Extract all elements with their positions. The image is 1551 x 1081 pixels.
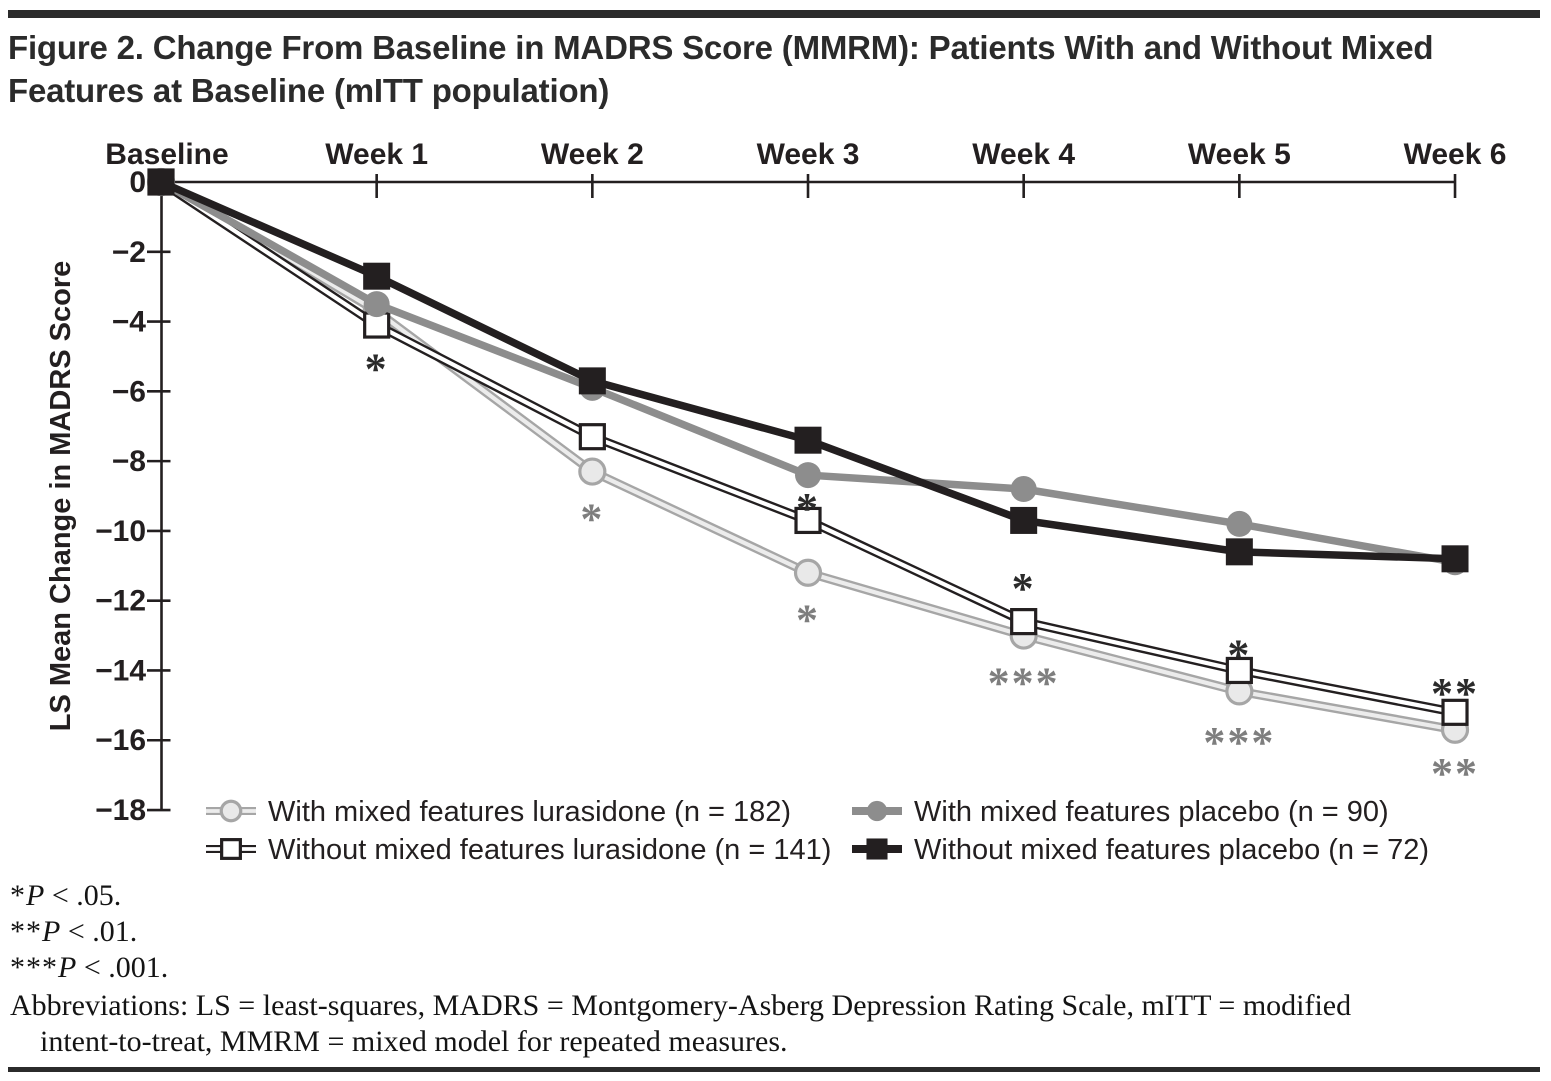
- legend-label: Without mixed features placebo (n = 72): [914, 834, 1429, 866]
- p-label: P: [58, 951, 77, 984]
- figure-title: Figure 2. Change From Baseline in MADRS …: [8, 26, 1528, 112]
- y-axis-tick-label: −2: [112, 236, 146, 269]
- significance-marker: *: [580, 494, 604, 543]
- significance-marker: *: [1012, 564, 1036, 613]
- data-point-circle: [363, 291, 390, 318]
- data-point-square: [794, 426, 822, 454]
- data-point-square: [578, 367, 606, 395]
- significance-marker: *: [796, 484, 820, 533]
- data-point-circle: [866, 800, 888, 822]
- asterisk-marker: **: [10, 915, 42, 948]
- significance-marker: *: [1227, 631, 1251, 680]
- y-axis-tick-label: −4: [112, 306, 147, 339]
- p-label: P: [26, 879, 45, 912]
- legend-label: With mixed features placebo (n = 90): [914, 796, 1389, 828]
- legend-item-without_placebo: Without mixed features placebo (n = 72): [852, 834, 1429, 866]
- significance-footnote-p05: *P < .05.: [10, 878, 1530, 914]
- y-axis-tick-label: 0: [129, 166, 146, 199]
- significance-marker: ***: [988, 658, 1060, 707]
- data-point-square: [1441, 545, 1469, 573]
- x-axis-label: Week 3: [757, 138, 860, 171]
- series-without_placebo: [147, 168, 1469, 573]
- significance-markers: ** **************: [365, 344, 1479, 798]
- y-axis-tick-label: −18: [95, 794, 146, 827]
- series-with_lurasidone: [146, 167, 1470, 744]
- asterisk-marker: *: [10, 879, 26, 912]
- data-point-open-square: [794, 506, 822, 535]
- y-axis-tick-label: −16: [95, 724, 146, 757]
- p-threshold: < .05.: [44, 879, 122, 912]
- x-axis-label: Week 6: [1404, 138, 1507, 171]
- bottom-rule: [8, 1067, 1540, 1072]
- data-point-circle: [1010, 476, 1037, 503]
- x-axis-label: Week 4: [972, 138, 1075, 171]
- x-axis-label: Week 1: [325, 138, 428, 171]
- data-point-open-circle: [578, 457, 607, 486]
- footnotes: *P < .05. **P < .01. ***P < .001. Abbrev…: [10, 878, 1530, 1060]
- x-axis-label: Week 5: [1188, 138, 1291, 171]
- y-axis-tick-label: −14: [95, 654, 146, 687]
- data-point-square: [147, 168, 175, 196]
- data-point-square: [1225, 538, 1253, 566]
- x-axis-label: Baseline: [105, 138, 228, 171]
- p-label: P: [42, 915, 61, 948]
- figure-title-line-2: Features at Baseline (mITT population): [8, 72, 610, 109]
- data-point-open-circle: [793, 558, 823, 587]
- legend-item-with_lurasidone: With mixed features lurasidone (n = 182): [206, 796, 791, 828]
- data-point-square: [363, 262, 391, 290]
- data-point-square: [1010, 506, 1038, 534]
- y-axis-tick-label: −12: [95, 585, 146, 618]
- y-axis-title: LS Mean Change in MADRS Score: [45, 261, 77, 732]
- data-point-open-square: [1225, 656, 1253, 685]
- data-point-open-square: [1441, 698, 1469, 726]
- x-axis-label: Week 2: [541, 138, 644, 171]
- significance-marker: *: [796, 596, 820, 645]
- data-point-open-square: [220, 838, 242, 860]
- asterisk-marker: ***: [10, 951, 58, 984]
- data-point-open-circle: [219, 799, 243, 823]
- figure-title-line-1: Figure 2. Change From Baseline in MADRS …: [8, 29, 1434, 66]
- axis-labels: Baseline Week 1 Week 2 Week 3 Week 4 Week 5 We…: [45, 138, 1506, 827]
- abbreviations-line-1: Abbreviations: LS = least-squares, MADRS…: [10, 989, 1352, 1022]
- significance-marker: *: [365, 344, 389, 393]
- data-point-square: [866, 838, 888, 860]
- y-axis-tick-label: −8: [112, 445, 146, 478]
- significance-footnote-p01: **P < .01.: [10, 914, 1530, 950]
- p-threshold: < .001.: [76, 951, 169, 984]
- legend-item-without_lurasidone: Without mixed features lurasidone (n = 1…: [206, 834, 831, 866]
- axes: [147, 174, 1457, 812]
- legend-label: Without mixed features lurasidone (n = 1…: [268, 834, 831, 866]
- top-rule: [8, 10, 1540, 18]
- legend-item-with_placebo: With mixed features placebo (n = 90): [852, 796, 1389, 828]
- significance-footnote-p001: ***P < .001.: [10, 950, 1530, 986]
- data-point-open-square: [1010, 608, 1038, 636]
- data-point-circle: [795, 462, 822, 489]
- legend: With mixed features lurasidone (n = 182)…: [206, 796, 1429, 866]
- y-axis-tick-label: −10: [95, 515, 146, 548]
- significance-marker: **: [1431, 669, 1479, 718]
- significance-marker: **: [1431, 749, 1479, 798]
- legend-label: With mixed features lurasidone (n = 182): [268, 796, 791, 828]
- y-axis-tick-label: −6: [112, 375, 146, 408]
- data-point-circle: [1226, 510, 1253, 537]
- significance-marker: ***: [1203, 718, 1275, 767]
- p-threshold: < .01.: [60, 915, 138, 948]
- data-point-open-square: [578, 423, 606, 451]
- abbreviations-line-2: intent-to-treat, MMRM = mixed model for …: [40, 1025, 788, 1058]
